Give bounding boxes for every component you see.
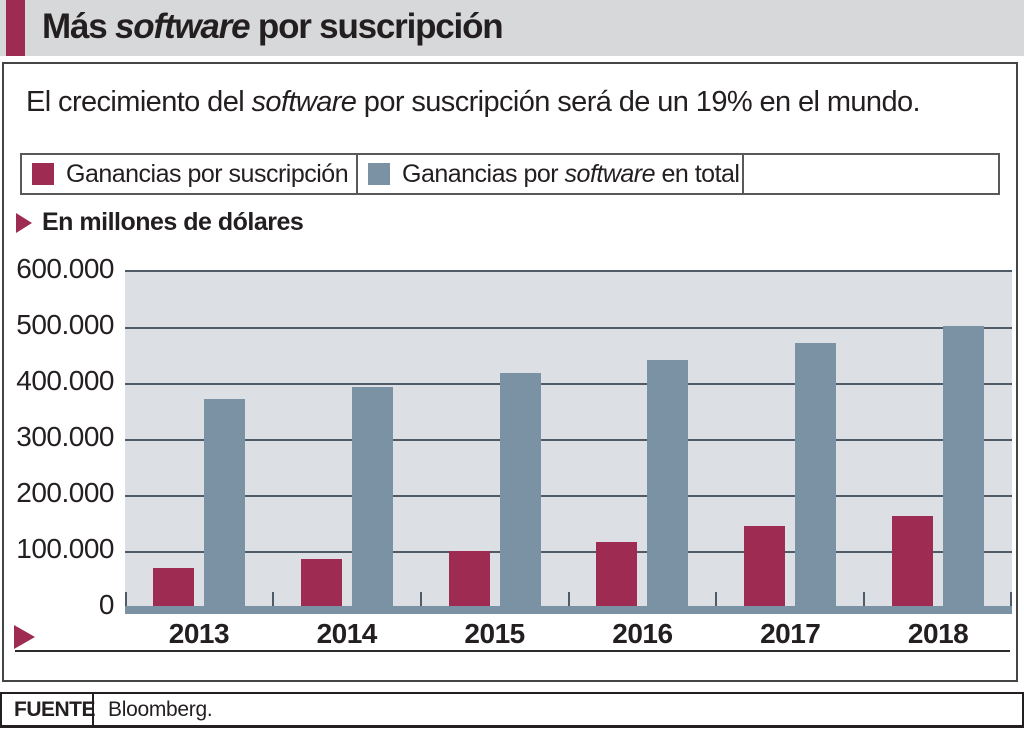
bar-subscription-2017 — [744, 526, 785, 606]
x-axis-tick — [715, 592, 717, 606]
chart-bottom-rule — [15, 650, 1010, 652]
legend-label-text: Ganancias por — [402, 159, 565, 188]
title-accent-bar — [6, 0, 25, 56]
axis-triangle-icon — [14, 625, 35, 649]
page-title-italic: software — [115, 7, 251, 46]
x-tick-label-2014: 2014 — [316, 618, 378, 649]
source-value: Bloomberg. — [108, 697, 213, 721]
x-tick-label-2015: 2015 — [464, 618, 525, 649]
x-axis-tick — [1010, 592, 1012, 606]
legend-swatch-total — [368, 163, 390, 185]
gridline — [125, 383, 1012, 385]
page-title-text-end: por suscripción — [249, 7, 504, 46]
x-axis-tick — [863, 592, 865, 606]
page-title: Más software por suscripción — [42, 0, 504, 56]
subtitle-text: El crecimiento del — [26, 86, 252, 118]
y-tick-label: 500.000 — [16, 309, 114, 340]
gridline — [125, 439, 1012, 441]
x-axis-tick — [125, 592, 127, 606]
x-axis-baseline — [125, 606, 1012, 614]
source-value-cell: Bloomberg. — [94, 694, 1022, 725]
x-tick-label-2018: 2018 — [907, 618, 969, 649]
bar-total-2013 — [204, 399, 245, 606]
gridline — [125, 327, 1012, 329]
x-tick-label-2017: 2017 — [760, 618, 821, 649]
bar-subscription-2014 — [301, 559, 342, 606]
gridline — [125, 551, 1012, 553]
legend: Ganancias por suscripción Ganancias por … — [20, 153, 1000, 195]
legend-swatch-subscription — [32, 163, 54, 185]
x-tick-label-2013: 2013 — [168, 618, 230, 649]
legend-label-text-end: en total — [655, 159, 740, 188]
source-bar: FUENTE Bloomberg. — [0, 692, 1024, 728]
legend-item-total: Ganancias por software en total — [358, 155, 744, 193]
gridline — [125, 495, 1012, 497]
y-tick-label: 100.000 — [16, 533, 114, 564]
page-title-text: Más — [42, 7, 116, 46]
bar-subscription-2018 — [892, 516, 933, 606]
x-tick-label-2016: 2016 — [612, 618, 673, 649]
subtitle-text-end: por suscripción será de un 19% en el mun… — [356, 86, 921, 118]
kicker-triangle-icon — [16, 213, 32, 233]
bar-total-2017 — [795, 343, 836, 606]
x-axis-tick — [272, 592, 274, 606]
chart-subtitle: El crecimiento del software por suscripc… — [26, 86, 1006, 119]
legend-label-text: Ganancias por suscripción — [66, 159, 349, 188]
legend-label-italic: software — [564, 159, 656, 188]
legend-label-total: Ganancias por software en total — [402, 159, 740, 189]
title-band — [0, 0, 1024, 56]
y-tick-label: 400.000 — [16, 365, 114, 396]
legend-empty-cell — [744, 155, 998, 193]
legend-label-subscription: Ganancias por suscripción — [66, 159, 349, 189]
y-tick-label: 600.000 — [16, 253, 114, 284]
y-tick-label: 0 — [98, 589, 115, 620]
subtitle-italic: software — [251, 86, 357, 118]
bar-subscription-2016 — [596, 542, 637, 606]
source-label: FUENTE — [14, 697, 96, 721]
bar-total-2015 — [500, 373, 541, 606]
bar-total-2016 — [647, 360, 688, 606]
bar-subscription-2013 — [153, 568, 194, 606]
bar-total-2018 — [943, 326, 984, 606]
bar-subscription-2015 — [449, 551, 490, 606]
axis-unit-label: En millones de dólares — [42, 208, 304, 236]
bar-total-2014 — [352, 387, 393, 606]
x-axis-tick — [568, 592, 570, 606]
y-tick-label: 200.000 — [16, 477, 114, 508]
plot-area — [125, 270, 1012, 606]
source-label-cell: FUENTE — [2, 694, 96, 725]
y-tick-label: 300.000 — [16, 421, 114, 452]
legend-item-subscription: Ganancias por suscripción — [22, 155, 358, 193]
x-axis-tick — [420, 592, 422, 606]
